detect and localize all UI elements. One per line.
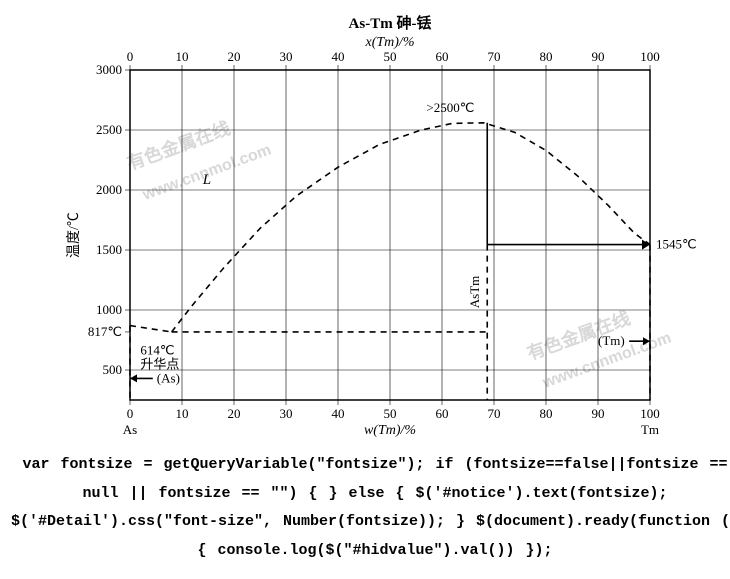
svg-text:10: 10 bbox=[176, 406, 189, 421]
svg-text:L: L bbox=[202, 172, 211, 188]
svg-text:2000: 2000 bbox=[96, 182, 122, 197]
svg-text:80: 80 bbox=[540, 49, 553, 64]
chart-svg: 有色金属在线www.cnnmol.com有色金属在线www.cnnmol.com… bbox=[50, 10, 700, 440]
svg-text:50: 50 bbox=[384, 406, 397, 421]
svg-text:>2500℃: >2500℃ bbox=[426, 100, 474, 115]
svg-text:40: 40 bbox=[332, 49, 345, 64]
svg-text:1545℃: 1545℃ bbox=[656, 237, 697, 252]
svg-text:100: 100 bbox=[640, 49, 660, 64]
code-snippet: var fontsize = getQueryVariable("fontsiz… bbox=[10, 451, 730, 565]
svg-text:x(Tm)/%: x(Tm)/% bbox=[365, 35, 415, 50]
svg-text:90: 90 bbox=[592, 49, 605, 64]
svg-text:w(Tm)/%: w(Tm)/% bbox=[364, 423, 416, 438]
svg-text:30: 30 bbox=[280, 406, 293, 421]
svg-text:20: 20 bbox=[228, 49, 241, 64]
svg-text:Tm: Tm bbox=[641, 422, 659, 437]
svg-text:0: 0 bbox=[127, 406, 134, 421]
svg-text:3000: 3000 bbox=[96, 62, 122, 77]
svg-text:1500: 1500 bbox=[96, 242, 122, 257]
svg-text:温度/℃: 温度/℃ bbox=[66, 212, 82, 258]
svg-text:AsTm: AsTm bbox=[467, 276, 482, 309]
svg-text:70: 70 bbox=[488, 406, 501, 421]
svg-text:817℃: 817℃ bbox=[88, 324, 122, 339]
svg-text:30: 30 bbox=[280, 49, 293, 64]
svg-text:90: 90 bbox=[592, 406, 605, 421]
svg-text:80: 80 bbox=[540, 406, 553, 421]
svg-text:As: As bbox=[123, 422, 137, 437]
svg-text:40: 40 bbox=[332, 406, 345, 421]
svg-text:0: 0 bbox=[127, 49, 134, 64]
svg-text:(As): (As) bbox=[157, 370, 180, 385]
phase-diagram-chart: 有色金属在线www.cnnmol.com有色金属在线www.cnnmol.com… bbox=[50, 10, 700, 445]
svg-text:100: 100 bbox=[640, 406, 660, 421]
svg-text:(Tm): (Tm) bbox=[598, 333, 625, 348]
svg-text:614℃: 614℃ bbox=[140, 342, 174, 357]
svg-text:50: 50 bbox=[384, 49, 397, 64]
svg-text:1000: 1000 bbox=[96, 302, 122, 317]
svg-text:10: 10 bbox=[176, 49, 189, 64]
svg-text:20: 20 bbox=[228, 406, 241, 421]
svg-text:70: 70 bbox=[488, 49, 501, 64]
svg-text:60: 60 bbox=[436, 49, 449, 64]
svg-text:2500: 2500 bbox=[96, 122, 122, 137]
svg-text:As-Tm 砷-铥: As-Tm 砷-铥 bbox=[349, 14, 432, 32]
svg-text:60: 60 bbox=[436, 406, 449, 421]
svg-text:500: 500 bbox=[103, 362, 123, 377]
code-text: var fontsize = getQueryVariable("fontsiz… bbox=[11, 456, 730, 559]
svg-text:升华点: 升华点 bbox=[140, 356, 179, 371]
